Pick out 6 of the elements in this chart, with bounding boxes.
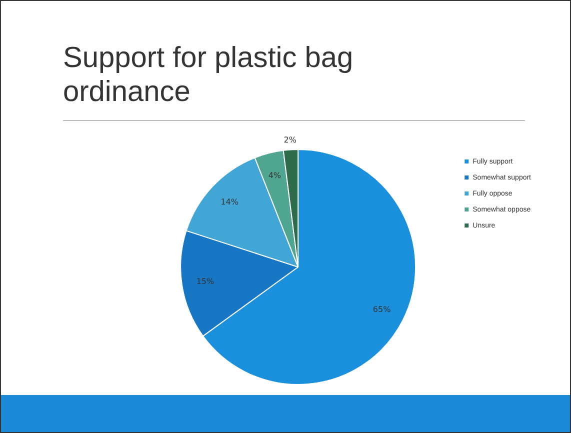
chart-title: Support for plastic bag ordinance	[63, 41, 354, 109]
data-label: 4%	[268, 171, 282, 180]
data-label: 14%	[220, 198, 239, 207]
data-label: 65%	[372, 304, 392, 314]
data-label: 15%	[196, 276, 215, 286]
data-label: 2%	[284, 135, 297, 144]
